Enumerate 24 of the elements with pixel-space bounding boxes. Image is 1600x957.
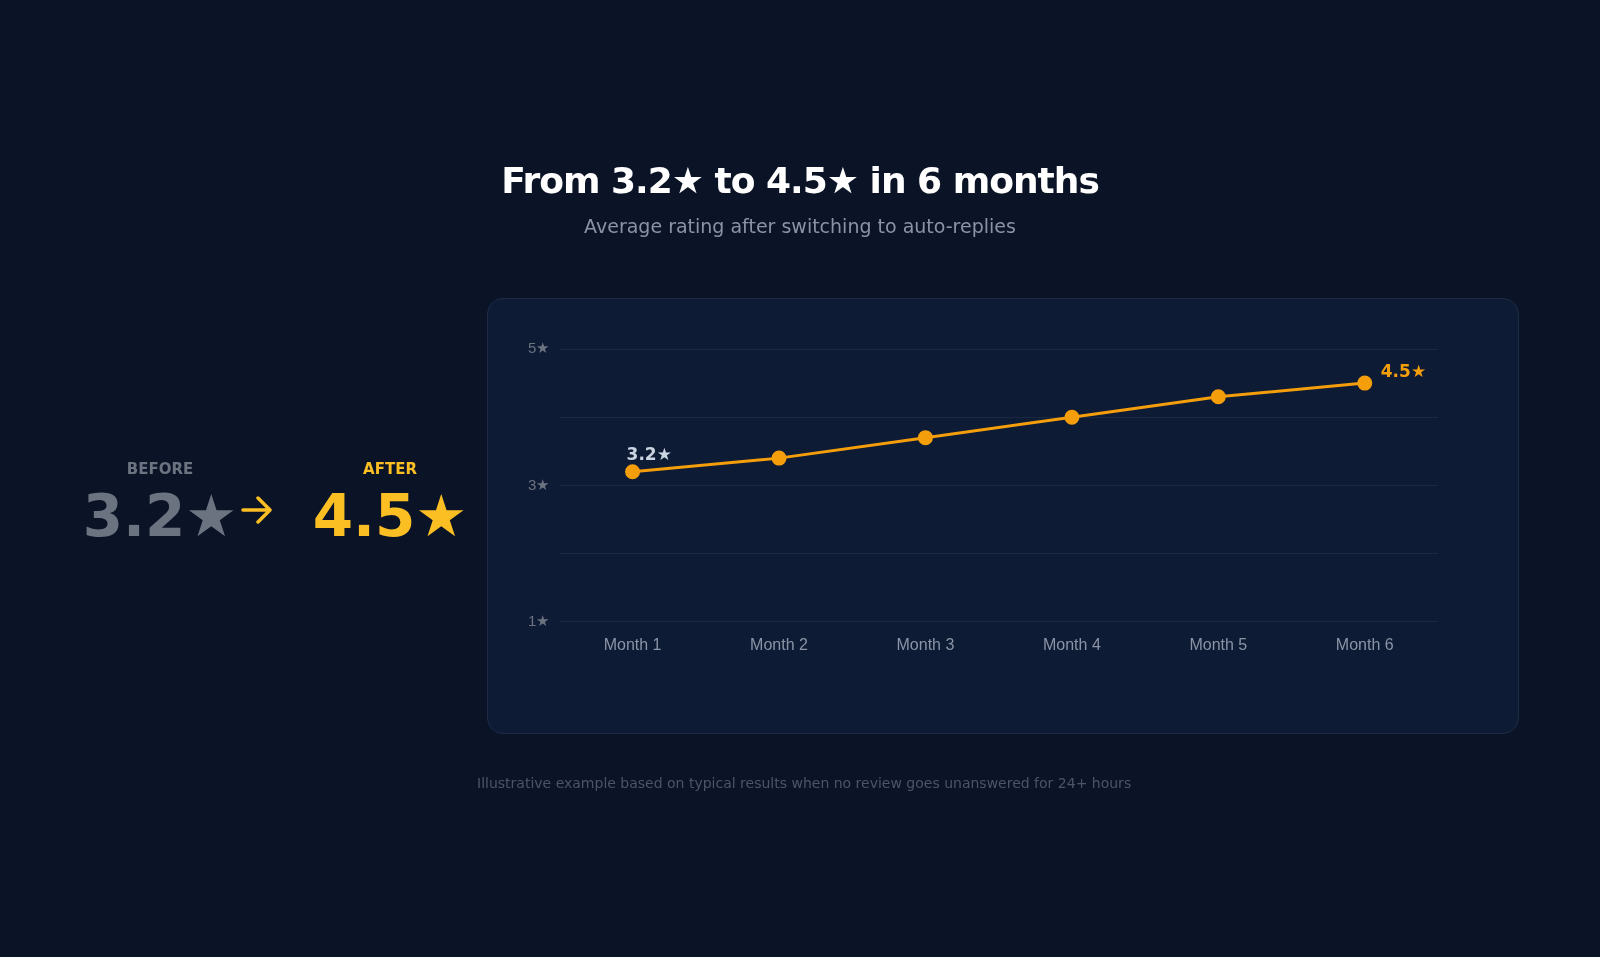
chart-subtitle: Average rating after switching to auto-replies xyxy=(583,215,1017,237)
text: AFTER xyxy=(362,460,418,478)
point xyxy=(917,430,933,446)
chart-title: From 3.2★ to 4.5★ in 6 months xyxy=(500,160,1100,201)
text: BEFORE xyxy=(125,460,195,478)
data-label: 4.5★ xyxy=(1380,361,1427,382)
y-tick-label: 3★ xyxy=(528,475,550,493)
point xyxy=(625,464,641,480)
x-tick-label: Month 5 xyxy=(1189,635,1248,653)
text: Illustrative example based on typical results when no review goes unanswered for 24+ hours xyxy=(477,775,1132,791)
data-label: 3.2★ xyxy=(626,443,672,464)
y-tick-label: 5★ xyxy=(528,339,550,357)
x-tick-label: Month 3 xyxy=(896,635,955,653)
point xyxy=(771,450,787,466)
x-tick-label: Month 6 xyxy=(1335,635,1394,653)
x-tick-label: Month 1 xyxy=(603,635,662,653)
x-tick-label: Month 2 xyxy=(750,635,809,653)
point xyxy=(1064,409,1080,425)
point xyxy=(1210,389,1226,405)
y-tick-label: 1★ xyxy=(528,611,550,629)
x-tick-label: Month 4 xyxy=(1042,635,1101,653)
point xyxy=(1357,375,1373,391)
text: 3.2★ xyxy=(81,482,239,550)
text: 4.5★ xyxy=(311,482,469,550)
